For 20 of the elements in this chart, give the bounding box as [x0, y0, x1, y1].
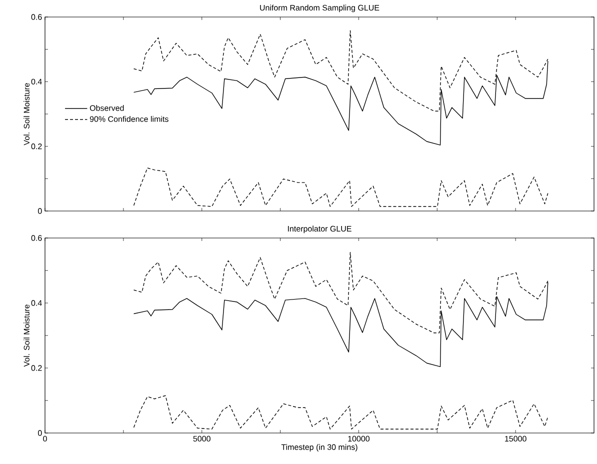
- y-tick-label: 0: [38, 430, 42, 436]
- chart-title: Uniform Random Sampling GLUE: [260, 4, 380, 12]
- x-tick-label: 10000: [348, 436, 370, 442]
- legend-label: Observed: [90, 105, 124, 111]
- y-tick-label: 0: [38, 208, 42, 214]
- y-tick-label: 0.4: [31, 78, 42, 84]
- line-series: [133, 168, 548, 207]
- x-tick-label: 5000: [193, 436, 210, 442]
- y-tick-label: 0.4: [31, 300, 42, 306]
- y-axis-title: Vol. Soil Moisture: [24, 304, 30, 367]
- x-axis-title: Timestep (in 30 mins): [281, 444, 358, 452]
- legend-label: 90% Confidence limits: [90, 116, 168, 122]
- y-tick-label: 0.2: [31, 144, 42, 150]
- y-tick-label: 0.6: [31, 235, 42, 241]
- y-tick-label: 0.6: [31, 14, 42, 20]
- y-tick-label: 0.2: [31, 365, 42, 371]
- chart-title: Interpolator GLUE: [288, 226, 352, 234]
- y-axis-title: Vol. Soil Moisture: [24, 83, 30, 146]
- x-tick-label: 15000: [505, 436, 526, 442]
- x-tick-label: 0: [43, 436, 47, 442]
